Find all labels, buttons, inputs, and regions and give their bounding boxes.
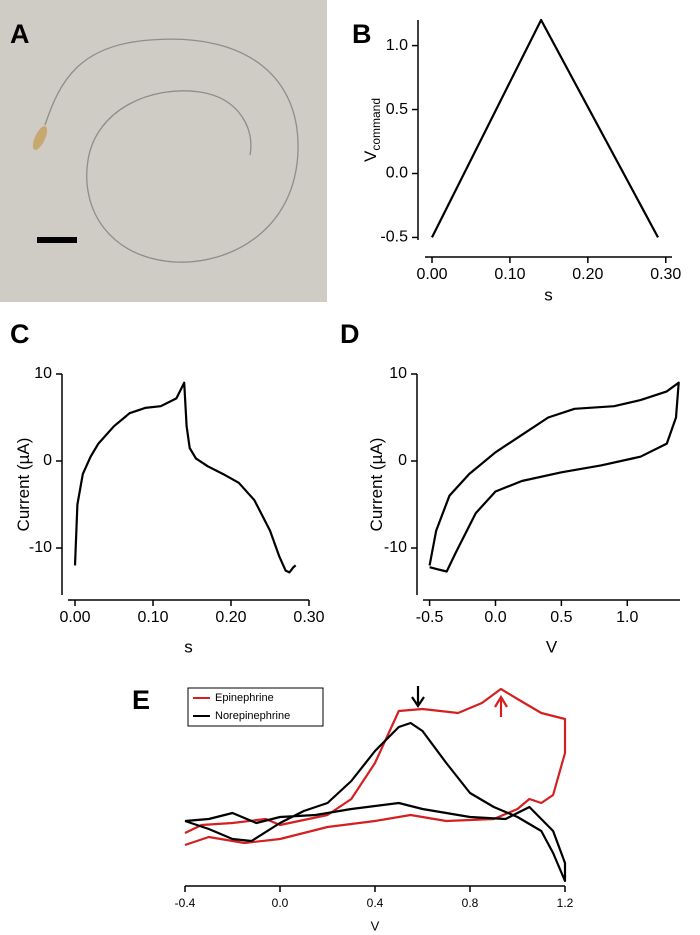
y-tick-label: -10 bbox=[384, 539, 407, 556]
y-axis-label-main: Current (µA) bbox=[367, 438, 386, 532]
photo-background bbox=[0, 0, 327, 302]
chart-panel: B 0.00 0.10 0.20 0.30 s -0.5 0.0 0.5 1.0 Vcommand bbox=[352, 18, 681, 304]
x-tick-label: -0.4 bbox=[175, 896, 196, 910]
y-tick-label: -0.5 bbox=[380, 229, 408, 246]
y-tick-label: 0 bbox=[398, 452, 407, 469]
y-tick-label: 0 bbox=[43, 452, 52, 469]
legend-label: Epinephrine bbox=[215, 692, 274, 704]
x-tick-label: 0.20 bbox=[215, 609, 246, 626]
x-tick-label: 0.0 bbox=[272, 896, 289, 910]
x-tick-label: 0.8 bbox=[462, 896, 479, 910]
scale-bar bbox=[37, 237, 77, 243]
y-tick-label: 0.5 bbox=[386, 101, 408, 118]
x-tick-label: 0.20 bbox=[572, 266, 603, 283]
x-tick-label: 0.10 bbox=[137, 609, 168, 626]
y-axis-label-main: V bbox=[361, 150, 380, 162]
data-line bbox=[73, 381, 297, 574]
x-tick-label: 0.4 bbox=[367, 896, 384, 910]
x-axis-label: s bbox=[544, 285, 553, 304]
y-tick-label: -10 bbox=[29, 539, 52, 556]
x-axis-label: V bbox=[546, 637, 558, 656]
electrode-tip bbox=[32, 126, 48, 150]
x-axis-label: s bbox=[184, 637, 193, 656]
x-tick-label: 0.30 bbox=[650, 266, 681, 283]
photo: A bbox=[0, 0, 327, 302]
x-tick-label: 0.00 bbox=[59, 609, 90, 626]
y-tick-label: 10 bbox=[34, 365, 52, 382]
chart-panel: D -0.5 0.0 0.5 1.0 V -10 0 10 Current (µA) bbox=[340, 319, 680, 656]
panel-label: A bbox=[10, 19, 30, 49]
chart-panel: E -0.4 0.0 0.4 0.8 1.2 V Epinephrine Norepinephr… bbox=[132, 685, 574, 933]
y-tick-label: 0.0 bbox=[386, 165, 408, 182]
data-line bbox=[431, 18, 659, 238]
x-tick-label: 1.0 bbox=[616, 609, 638, 626]
panel-label: D bbox=[340, 319, 360, 349]
arrows bbox=[411, 686, 508, 717]
y-axis-label-sub: command bbox=[369, 98, 383, 151]
panel-label: C bbox=[10, 319, 30, 349]
data-line bbox=[184, 687, 567, 847]
y-axis-label-main: Current (µA) bbox=[14, 438, 33, 532]
y-axis-label: Vcommand bbox=[361, 98, 383, 162]
x-tick-label: 1.2 bbox=[557, 896, 574, 910]
legend-label: Norepinephrine bbox=[215, 710, 290, 722]
y-tick-label: 1.0 bbox=[386, 37, 408, 54]
chart-panel: C 0.00 0.10 0.20 0.30 s -10 0 10 Current (µA) bbox=[10, 319, 325, 656]
x-tick-label: 0.00 bbox=[416, 266, 447, 283]
arrow-up bbox=[494, 694, 508, 717]
x-tick-label: 0.30 bbox=[293, 609, 324, 626]
x-tick-label: 0.5 bbox=[550, 609, 572, 626]
legend-box bbox=[187, 687, 324, 727]
fiber bbox=[44, 38, 299, 263]
x-tick-label: 0.10 bbox=[494, 266, 525, 283]
x-axis-label: V bbox=[371, 918, 380, 933]
panel-label: B bbox=[352, 19, 372, 49]
data-line bbox=[184, 721, 567, 883]
x-tick-label: 0.0 bbox=[484, 609, 506, 626]
arrow-down bbox=[411, 686, 425, 708]
panel-label: E bbox=[132, 685, 150, 715]
x-tick-label: -0.5 bbox=[416, 609, 444, 626]
y-tick-label: 10 bbox=[389, 365, 407, 382]
y-axis-label: Current (µA) bbox=[14, 438, 33, 532]
data-line bbox=[428, 381, 680, 573]
y-axis-label: Current (µA) bbox=[367, 438, 386, 532]
